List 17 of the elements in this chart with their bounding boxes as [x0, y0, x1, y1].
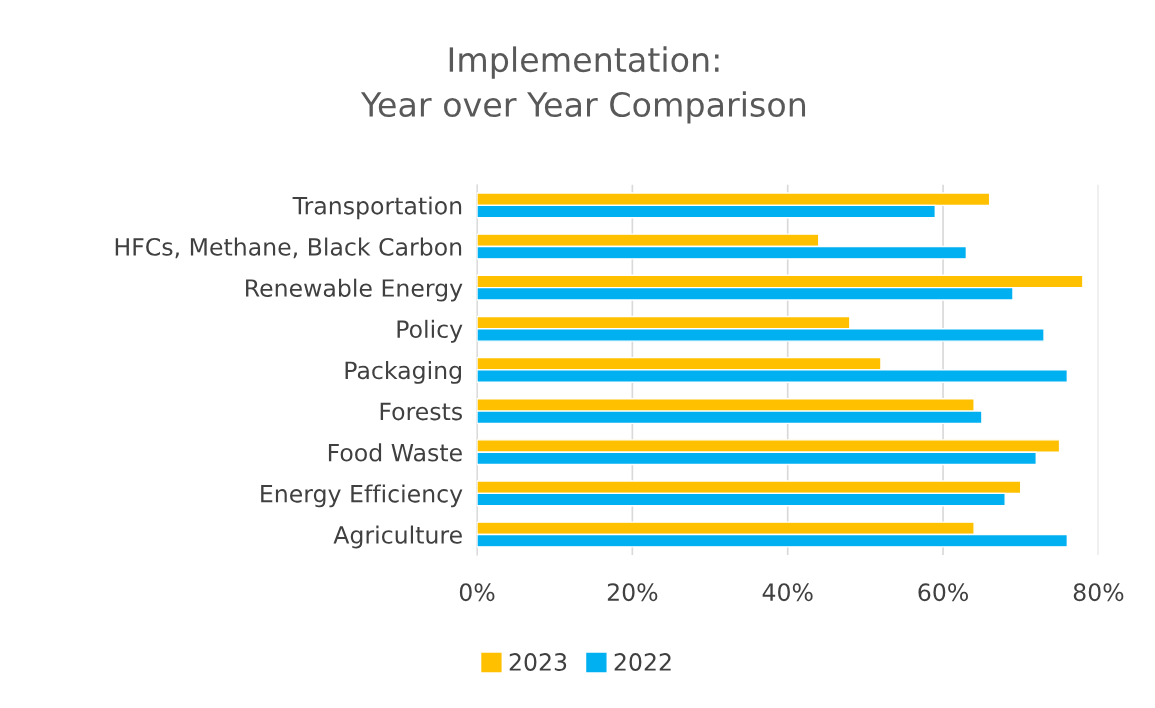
x-tick-label: 80%: [1073, 583, 1124, 602]
y-tick-label: Food Waste: [328, 443, 462, 462]
y-tick-label: Transportation: [292, 196, 462, 220]
y-tick-label: Packaging: [345, 360, 461, 384]
legend-label: 2022: [614, 653, 671, 671]
y-tick-label: Renewable Energy: [246, 278, 463, 302]
y-tick-label: Policy: [397, 319, 463, 343]
legend-label: 2023: [509, 653, 567, 671]
chart-title: Implementation: Year over Year Comparison: [360, 46, 806, 124]
x-tick-label: 40%: [762, 583, 813, 602]
x-tick-label: 60%: [918, 583, 968, 602]
y-tick-label: Energy Efficiency: [261, 484, 463, 508]
x-tick-label: 0%: [459, 583, 495, 602]
y-tick-label: Forests: [380, 402, 462, 421]
y-tick-label: Agriculture: [333, 525, 462, 549]
y-tick-label: HFCs, Methane, Black Carbon: [115, 237, 462, 259]
x-tick-label: 20%: [607, 583, 658, 602]
